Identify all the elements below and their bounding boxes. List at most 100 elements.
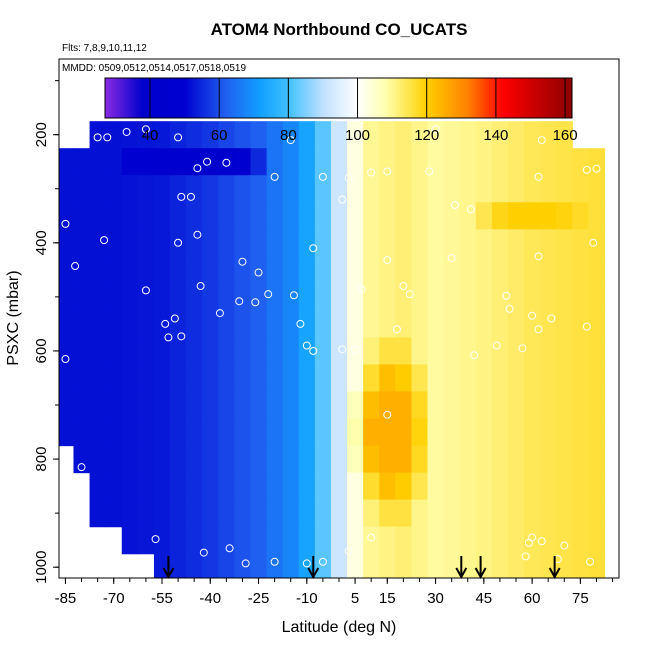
heatmap-cell [540,445,557,474]
heatmap-cell [347,472,364,501]
heatmap-cell [250,418,268,447]
observation-point [537,136,546,145]
heatmap-cell [427,310,445,339]
heatmap-cell [298,472,316,501]
heatmap-cell [234,526,252,555]
flight-arrows [162,556,561,580]
heatmap-cell [218,526,235,555]
heatmap-cell [266,526,284,555]
heatmap-cell [153,391,171,420]
observation-point [254,268,263,277]
observation-point [264,290,273,299]
heatmap-cell [314,310,332,339]
heatmap-cell [89,310,107,339]
heatmap-cell [330,472,348,501]
heatmap-cell [153,283,171,311]
heatmap-cell [572,229,590,257]
heatmap-cell [170,310,187,339]
heatmap-cell [427,472,445,501]
heatmap-cell [298,148,316,176]
observation-point [61,355,70,364]
heatmap-cell [556,121,573,149]
heatmap-cell [347,256,364,284]
heatmap-cell [298,445,316,474]
heatmap-cell [459,148,477,176]
heatmap-cell [363,175,380,203]
heatmap-cell [282,472,300,501]
heatmap-cell [507,553,525,578]
heatmap-cell [153,337,171,366]
heatmap-cell [234,256,252,284]
heatmap-cell [395,202,413,230]
heatmap-cell [524,202,541,230]
heatmap-cell [556,499,573,528]
colorbar-tick-label: 140 [483,127,508,144]
heatmap-cell [556,229,573,257]
observation-point [357,285,366,294]
heatmap-cell [234,121,252,149]
heatmap-cell [524,148,541,176]
heatmap-cell [314,283,332,311]
heatmap-cell [186,229,203,257]
heatmap-cell [330,418,348,447]
heatmap-cell [234,553,252,578]
heatmap-cell [73,202,91,230]
heatmap-cell [170,229,187,257]
heatmap-cell [250,256,268,284]
heatmap-cell [282,310,300,339]
heatmap-cell [202,256,219,284]
heatmap-cell [347,445,364,474]
heatmap-cell [250,121,268,149]
heatmap-cell [266,283,284,311]
heatmap-cell [330,256,348,284]
heatmap-cell [507,472,525,501]
heatmap-cell [121,256,139,284]
heatmap-cell [73,337,91,366]
observation-point [344,173,353,182]
heatmap-cell [395,499,413,528]
heatmap-cell [507,418,525,447]
heatmap-cell [89,229,107,257]
heatmap-cell [427,202,445,230]
heatmap-cell [395,391,413,420]
heatmap-cell [105,445,123,474]
heatmap-cell [250,391,268,420]
heatmap-cell [105,337,123,366]
heatmap-cell [588,499,606,528]
heatmap-cell [459,445,477,474]
heatmap-cell [459,229,477,257]
observation-point [193,230,202,239]
heatmap-cell [282,553,300,578]
heatmap-cell [395,148,413,176]
heatmap-cell [170,526,187,555]
heatmap-cell [411,202,429,230]
observation-points [61,125,601,568]
heatmap-cell [491,202,509,230]
heatmap-cell [137,418,155,447]
heatmap-cell [379,472,396,501]
heatmap-cell [556,391,573,420]
heatmap-cell [572,391,590,420]
heatmap-cell [427,175,445,203]
heatmap-cell [443,256,461,284]
observation-point [547,314,556,323]
heatmap-cell [89,256,107,284]
heatmap-cell [427,391,445,420]
heatmap-cell [347,553,364,578]
observation-point [560,541,569,550]
heatmap-cell [266,121,284,149]
heatmap-cell [491,472,509,501]
heatmap-cell [153,175,171,203]
heatmap-cell [314,418,332,447]
heatmap-cell [540,256,557,284]
heatmap-cell [186,175,203,203]
x-tick-label: -70 [103,590,125,607]
heatmap-cell [186,148,203,176]
heatmap-cell [363,310,380,339]
heatmap-cell [73,391,91,420]
observation-point [592,164,601,173]
heatmap-cell [153,499,171,528]
observation-point [309,244,318,253]
heatmap-cell [475,364,493,393]
heatmap-cell [507,175,525,203]
